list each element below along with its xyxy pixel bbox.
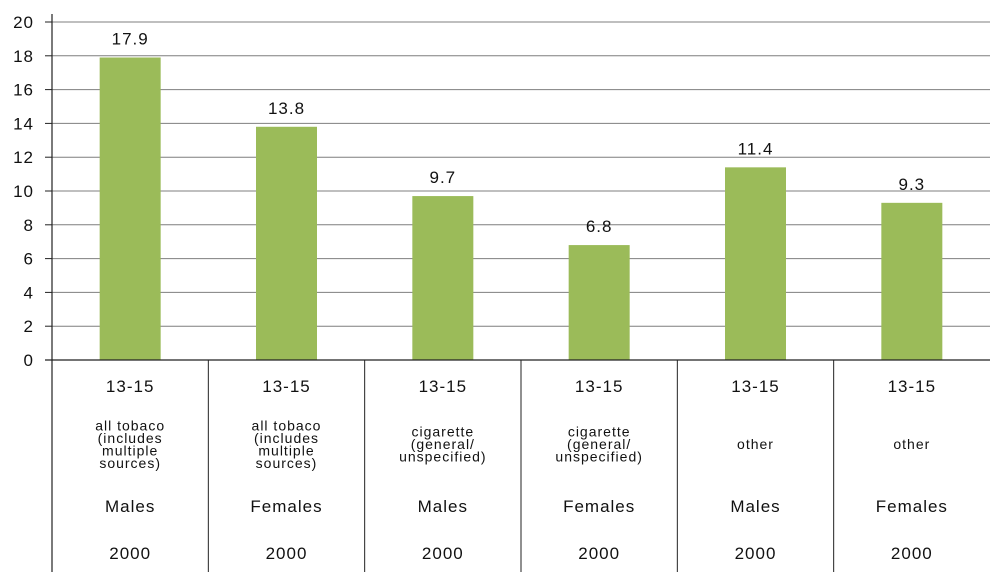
category-product-label: sources) <box>256 455 318 471</box>
category-age-label: 13-15 <box>419 377 467 396</box>
category-sex-label: Males <box>730 497 780 516</box>
data-label: 11.4 <box>738 139 774 158</box>
category-product-label: other <box>737 436 774 452</box>
bar <box>99 57 161 361</box>
bar <box>412 196 474 360</box>
category-product-label: unspecified) <box>399 449 487 465</box>
category-year-label: 2000 <box>578 544 620 563</box>
category-sex-label: Females <box>563 497 635 516</box>
category-product-label: all tobaco <box>95 417 165 433</box>
category-product-label: (general/ <box>567 436 631 452</box>
category-year-label: 2000 <box>422 544 464 563</box>
y-tick-label: 8 <box>24 216 34 235</box>
category-age-label: 13-15 <box>262 377 310 396</box>
data-label: 13.8 <box>268 99 305 118</box>
category-product-label: cigarette <box>411 424 474 440</box>
category-year-label: 2000 <box>109 544 151 563</box>
y-tick-label: 18 <box>13 47 34 66</box>
y-tick-label: 14 <box>13 114 34 133</box>
y-tick-label: 2 <box>24 317 34 336</box>
category-product-label: sources) <box>99 455 161 471</box>
y-tick-label: 16 <box>13 81 34 100</box>
category-year-label: 2000 <box>891 544 933 563</box>
bar <box>568 245 630 360</box>
y-tick-label: 0 <box>24 351 34 370</box>
axes: 0 2 4 6 8 10 12 14 16 18 20 <box>13 13 990 572</box>
y-tick-label: 20 <box>13 13 34 32</box>
bar <box>881 202 943 360</box>
data-label: 9.7 <box>430 168 457 187</box>
category-product-label: unspecified) <box>555 449 643 465</box>
y-tick-label: 4 <box>24 283 34 302</box>
category-product-label: (includes <box>98 430 163 446</box>
category-age-label: 13-15 <box>731 377 779 396</box>
bar <box>256 126 317 360</box>
category-sex-label: Males <box>418 497 468 516</box>
category-product-label: (general/ <box>411 436 475 452</box>
category-product-label: (includes <box>254 430 319 446</box>
category-sex-label: Females <box>876 497 948 516</box>
category-sex-label: Females <box>250 497 322 516</box>
y-tick-label: 12 <box>13 148 34 167</box>
y-tick-label: 10 <box>13 182 34 201</box>
category-sex-label: Males <box>105 497 155 516</box>
category-product-label: all tobaco <box>252 417 322 433</box>
data-label: 17.9 <box>112 29 149 48</box>
y-tick-label: 6 <box>24 250 34 269</box>
category-product-label: multiple <box>102 442 158 458</box>
category-age-label: 13-15 <box>106 377 154 396</box>
gridlines <box>52 21 990 327</box>
category-product-label: other <box>893 436 930 452</box>
data-labels: 17.9 13.8 9.7 6.8 11.4 9.3 <box>112 29 926 236</box>
category-year-label: 2000 <box>735 544 777 563</box>
category-age-label: 13-15 <box>888 377 936 396</box>
category-product-label: cigarette <box>568 424 631 440</box>
bars <box>99 57 943 361</box>
data-label: 9.3 <box>899 175 926 194</box>
category-year-label: 2000 <box>266 544 308 563</box>
category-product-label: multiple <box>258 442 314 458</box>
data-label: 6.8 <box>586 217 613 236</box>
category-age-label: 13-15 <box>575 377 623 396</box>
bar <box>725 167 786 360</box>
